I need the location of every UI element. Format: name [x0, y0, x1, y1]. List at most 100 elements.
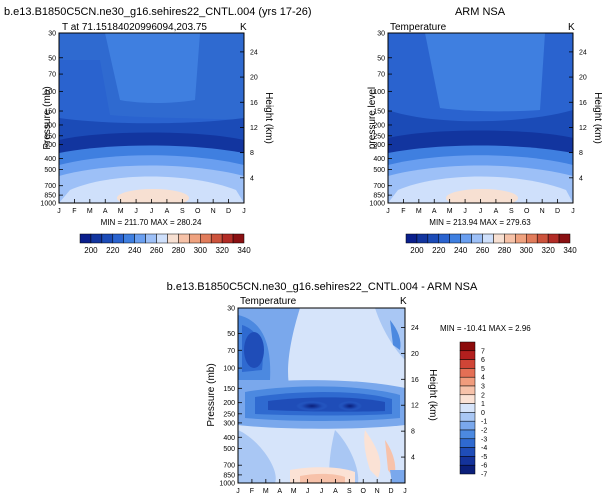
colorbar-swatch [460, 233, 472, 244]
colorbar-swatch [459, 368, 476, 378]
y-right-tick-label: 20 [411, 351, 419, 358]
colorbar-swatch [189, 233, 201, 244]
colorbar-label: -4 [481, 445, 487, 452]
colorbar-label: -5 [481, 454, 487, 461]
y-tick-label: 250 [223, 411, 235, 418]
colorbar-label: 0 [481, 410, 485, 417]
y-tick-label: 200 [373, 122, 385, 129]
colorbar-label: 1 [481, 401, 485, 408]
panel1-colorbar [79, 233, 245, 244]
colorbar-swatch [134, 233, 146, 244]
colorbar-label: 6 [481, 357, 485, 364]
y-tick-label: 700 [44, 183, 56, 190]
colorbar-swatch [200, 233, 212, 244]
colorbar-label: 240 [128, 246, 142, 255]
colorbar-swatch [459, 341, 476, 352]
panel2-units: K [568, 22, 575, 33]
colorbar-swatch [79, 233, 92, 244]
colorbar-label: -2 [481, 428, 487, 435]
colorbar-swatch [438, 233, 450, 244]
y-right-tick-label: 4 [411, 455, 415, 462]
x-tick-label: O [361, 488, 367, 495]
y-tick-label: 1000 [40, 201, 56, 208]
y-tick-label: 500 [44, 167, 56, 174]
x-tick-label: N [540, 208, 545, 215]
x-tick-label: A [103, 208, 108, 215]
y-tick-label: 850 [373, 193, 385, 200]
colorbar-label: -7 [481, 472, 487, 479]
panel1-ylabel-right: Height (km) [263, 92, 274, 144]
y-right-tick-label: 16 [579, 100, 587, 107]
colorbar-label: 340 [563, 246, 577, 255]
colorbar-swatch [459, 359, 476, 369]
panel3-y-tick-labels: 30 50 70 100 150 200 250 300 400 500 700 850 1000 [219, 306, 242, 488]
colorbar-label: 320 [541, 246, 555, 255]
colorbar-swatch [459, 438, 476, 448]
x-tick-label: D [226, 208, 231, 215]
y-tick-label: 500 [223, 446, 235, 453]
x-tick-label: N [211, 208, 216, 215]
colorbar-swatch [471, 233, 483, 244]
x-tick-label: J [134, 208, 138, 215]
x-tick-label: J [306, 488, 310, 495]
x-tick-label: S [180, 208, 185, 215]
x-tick-label: D [389, 488, 394, 495]
colorbar-label: 2 [481, 392, 485, 399]
x-tick-label: S [509, 208, 514, 215]
y-tick-label: 850 [44, 193, 56, 200]
colorbar-label: 280 [172, 246, 186, 255]
colorbar-label: 220 [106, 246, 120, 255]
y-tick-label: 150 [223, 386, 235, 393]
y-tick-label: 300 [223, 420, 235, 427]
colorbar-swatch [232, 233, 245, 244]
y-right-tick-label: 24 [250, 49, 258, 56]
y-right-tick-label: 20 [250, 75, 258, 82]
panel3-units: K [400, 296, 407, 307]
x-tick-label: A [277, 488, 282, 495]
x-tick-label: D [555, 208, 560, 215]
x-tick-label: J [320, 488, 324, 495]
panel2-heatmap-field [388, 33, 573, 203]
y-tick-label: 70 [377, 72, 385, 79]
y-tick-label: 300 [373, 142, 385, 149]
x-tick-label: M [416, 208, 422, 215]
panel2-title: ARM NSA [455, 6, 506, 18]
y-tick-label: 250 [373, 133, 385, 140]
colorbar-label: -6 [481, 463, 487, 470]
y-tick-label: 150 [44, 109, 56, 116]
colorbar-swatch [459, 385, 476, 396]
y-tick-label: 200 [223, 400, 235, 407]
y-tick-label: 150 [373, 109, 385, 116]
panel1-ylabel: Pressure (mb) [42, 86, 53, 149]
y-tick-label: 400 [223, 435, 235, 442]
colorbar-swatch [167, 233, 179, 244]
panel2-minmax: MIN = 213.94 MAX = 279.63 [429, 218, 531, 227]
x-tick-label: O [524, 208, 530, 215]
colorbar-label: 260 [476, 246, 490, 255]
colorbar-swatch [145, 233, 157, 244]
y-tick-label: 50 [227, 331, 235, 338]
y-tick-label: 50 [48, 55, 56, 62]
colorbar-label: 220 [432, 246, 446, 255]
panel1-y-right-tick-labels: 24 20 16 12 8 4 [240, 49, 258, 182]
colorbar-swatch [156, 233, 168, 244]
x-tick-label: M [263, 488, 269, 495]
y-right-tick-label: 20 [579, 75, 587, 82]
panel3-ylabel: Pressure (mb) [206, 363, 217, 426]
colorbar-swatch [459, 420, 476, 431]
x-tick-label: F [250, 488, 254, 495]
x-tick-label: F [401, 208, 405, 215]
x-tick-label: J [463, 208, 467, 215]
y-tick-label: 300 [44, 142, 56, 149]
y-tick-label: 700 [223, 463, 235, 470]
y-right-tick-label: 8 [579, 150, 583, 157]
colorbar-swatch [504, 233, 516, 244]
y-right-tick-label: 12 [250, 125, 258, 132]
y-tick-label: 850 [223, 472, 235, 479]
colorbar-swatch [459, 403, 476, 413]
